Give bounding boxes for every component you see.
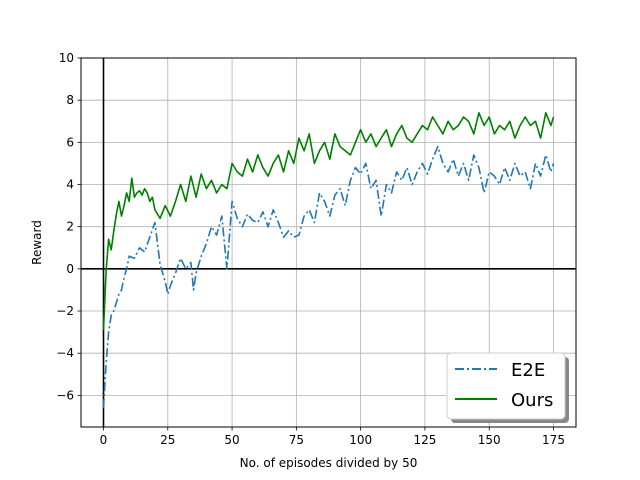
y-tick-label: 10 (59, 51, 74, 65)
series-lines (102, 112, 555, 409)
y-tick-label: 2 (66, 220, 74, 234)
series-line-e2e (102, 145, 555, 409)
x-axis-title: No. of episodes divided by 50 (240, 456, 418, 470)
x-tick-label: 175 (542, 433, 565, 447)
x-tick-label: 125 (413, 433, 436, 447)
y-tick-label: −4 (56, 346, 74, 360)
x-tick-label: 75 (289, 433, 304, 447)
legend-label-e2e: E2E (511, 360, 545, 381)
y-axis-ticks: −6 −4 −2 0 2 4 6 8 10 (56, 51, 81, 402)
x-axis-ticks: 0 25 50 75 100 125 150 175 (100, 427, 565, 447)
series-line-ours (102, 112, 555, 331)
y-tick-label: 4 (66, 178, 74, 192)
y-tick-label: 8 (66, 93, 74, 107)
plot-frame (80, 57, 577, 428)
legend-label-ours: Ours (511, 390, 553, 411)
legend: E2E Ours (446, 352, 569, 423)
x-tick-label: 100 (349, 433, 372, 447)
y-tick-label: −6 (56, 388, 74, 402)
y-axis-title: Reward (30, 220, 44, 265)
x-tick-label: 25 (160, 433, 175, 447)
x-tick-label: 150 (478, 433, 501, 447)
reference-lines (81, 58, 576, 427)
y-tick-label: 6 (66, 135, 74, 149)
y-tick-label: −2 (56, 304, 74, 318)
x-tick-label: 0 (100, 433, 108, 447)
x-tick-label: 50 (224, 433, 239, 447)
y-tick-label: 0 (66, 262, 74, 276)
